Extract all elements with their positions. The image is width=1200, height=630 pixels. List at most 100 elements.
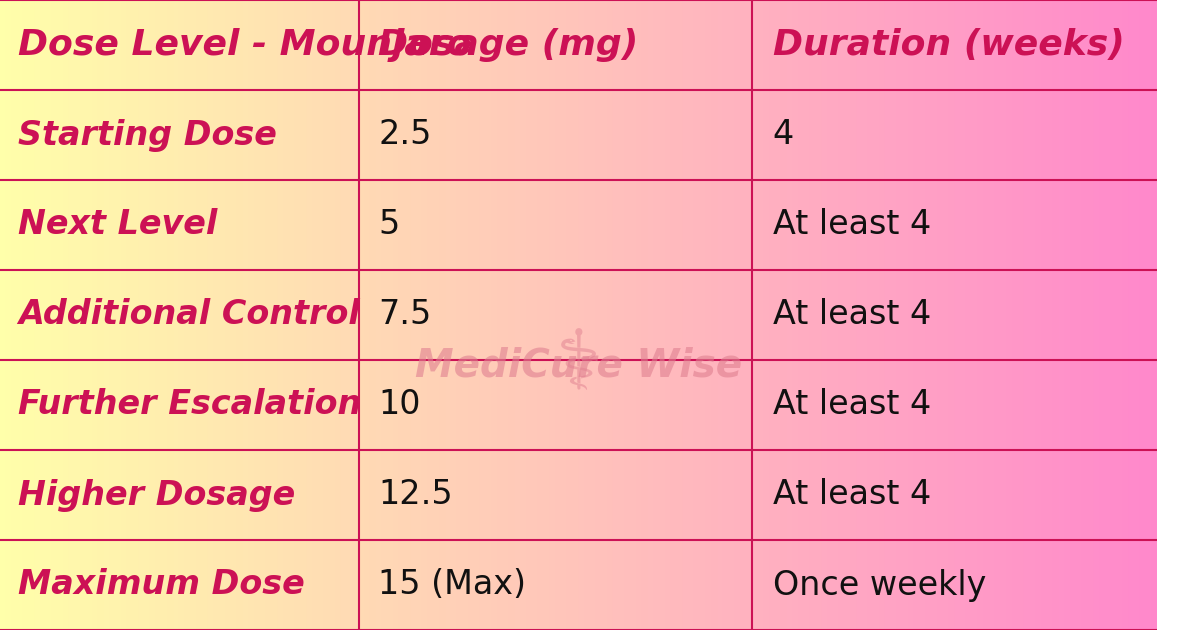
Bar xyxy=(955,0,961,630)
Bar xyxy=(625,0,631,630)
Bar xyxy=(926,0,931,630)
Text: At least 4: At least 4 xyxy=(773,479,931,512)
Bar xyxy=(851,0,857,630)
Bar xyxy=(434,0,440,630)
Bar xyxy=(978,0,984,630)
Text: At least 4: At least 4 xyxy=(773,209,931,241)
Bar xyxy=(220,0,226,630)
Bar xyxy=(943,0,949,630)
Bar xyxy=(1094,0,1099,630)
Bar xyxy=(336,0,342,630)
Bar xyxy=(365,0,371,630)
Bar xyxy=(185,0,191,630)
Text: 7.5: 7.5 xyxy=(378,299,432,331)
Text: Starting Dose: Starting Dose xyxy=(18,118,277,151)
Bar xyxy=(139,0,145,630)
Bar xyxy=(584,0,590,630)
Text: 10: 10 xyxy=(378,389,421,421)
Bar xyxy=(898,0,902,630)
Bar xyxy=(972,0,978,630)
Bar xyxy=(666,0,671,630)
Bar xyxy=(330,0,336,630)
Bar xyxy=(1070,0,1076,630)
Bar xyxy=(307,0,312,630)
Bar xyxy=(515,0,521,630)
Bar xyxy=(631,0,637,630)
Bar xyxy=(92,0,98,630)
Bar xyxy=(839,0,845,630)
Text: 12.5: 12.5 xyxy=(378,479,454,512)
Bar xyxy=(937,0,943,630)
Bar xyxy=(232,0,238,630)
Bar xyxy=(1111,0,1117,630)
Bar xyxy=(689,0,695,630)
Bar xyxy=(730,0,734,630)
Bar xyxy=(607,0,613,630)
Bar xyxy=(86,0,92,630)
Bar xyxy=(1036,0,1042,630)
Bar xyxy=(359,0,365,630)
Bar xyxy=(1060,0,1064,630)
Bar xyxy=(382,0,388,630)
Bar xyxy=(1064,0,1070,630)
Bar xyxy=(718,0,724,630)
Bar xyxy=(556,0,562,630)
Bar xyxy=(1013,0,1019,630)
Bar xyxy=(428,0,434,630)
Bar xyxy=(318,0,324,630)
Bar xyxy=(248,0,254,630)
Bar xyxy=(787,0,793,630)
Bar xyxy=(1105,0,1111,630)
Bar xyxy=(209,0,214,630)
Bar xyxy=(671,0,677,630)
Bar xyxy=(931,0,937,630)
Bar xyxy=(451,0,457,630)
Bar xyxy=(150,0,156,630)
Bar xyxy=(845,0,851,630)
Bar xyxy=(908,0,914,630)
Bar xyxy=(1140,0,1146,630)
Bar xyxy=(758,0,764,630)
Bar xyxy=(353,0,359,630)
Bar xyxy=(6,0,12,630)
Bar xyxy=(474,0,480,630)
Text: MediCure Wise: MediCure Wise xyxy=(415,346,743,384)
Bar xyxy=(833,0,839,630)
Bar xyxy=(342,0,347,630)
Bar xyxy=(822,0,828,630)
Bar xyxy=(498,0,504,630)
Bar xyxy=(920,0,926,630)
Bar xyxy=(775,0,781,630)
Bar xyxy=(29,0,35,630)
Bar xyxy=(214,0,220,630)
Bar xyxy=(260,0,266,630)
Bar xyxy=(568,0,572,630)
Bar xyxy=(1152,0,1158,630)
Bar xyxy=(637,0,642,630)
Text: Duration (weeks): Duration (weeks) xyxy=(773,28,1124,62)
Bar xyxy=(746,0,752,630)
Bar xyxy=(64,0,70,630)
Bar xyxy=(793,0,799,630)
Bar xyxy=(966,0,972,630)
Bar xyxy=(984,0,990,630)
Bar xyxy=(863,0,868,630)
Bar xyxy=(1030,0,1036,630)
Bar xyxy=(752,0,758,630)
Bar xyxy=(683,0,689,630)
Bar xyxy=(1117,0,1123,630)
Bar xyxy=(121,0,127,630)
Bar xyxy=(1001,0,1007,630)
Text: 15 (Max): 15 (Max) xyxy=(378,568,527,602)
Bar xyxy=(880,0,886,630)
Bar xyxy=(1054,0,1060,630)
Text: 5: 5 xyxy=(378,209,400,241)
Bar xyxy=(35,0,41,630)
Bar xyxy=(197,0,203,630)
Bar xyxy=(781,0,787,630)
Bar xyxy=(400,0,406,630)
Bar xyxy=(961,0,966,630)
Bar xyxy=(104,0,110,630)
Bar xyxy=(810,0,816,630)
Bar xyxy=(799,0,804,630)
